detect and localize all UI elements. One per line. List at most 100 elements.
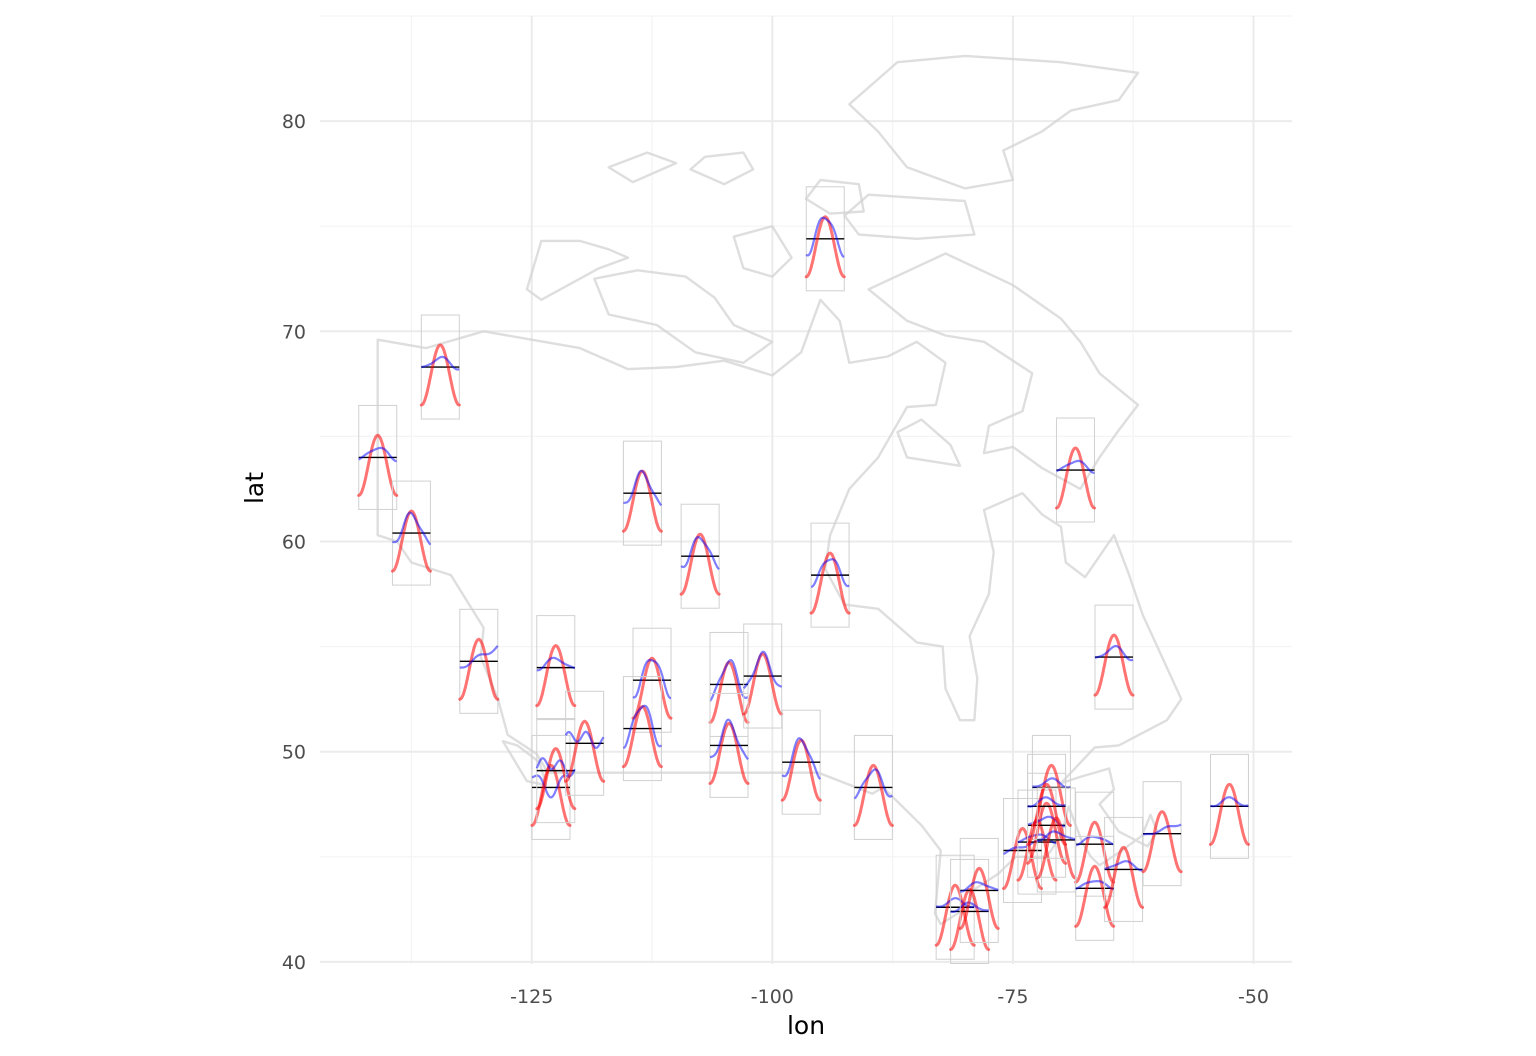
glyph-series-red xyxy=(564,719,606,783)
station-glyph xyxy=(535,615,577,721)
glyph-series-red xyxy=(1093,633,1135,697)
map-outline-polygon xyxy=(867,252,1140,491)
glyph-series-red xyxy=(631,656,673,720)
station-glyph xyxy=(1074,835,1116,941)
glyph-series-blue xyxy=(1142,823,1182,836)
map-outline-polygon xyxy=(525,239,630,301)
map-outline-polygon xyxy=(848,54,1140,190)
glyph-series-blue xyxy=(1094,644,1134,662)
glyph-series-red xyxy=(530,763,572,827)
map-outline-layer xyxy=(376,54,1183,926)
glyph-series-red xyxy=(679,532,721,596)
station-glyph xyxy=(852,734,894,840)
glyph-series-blue xyxy=(1032,777,1071,789)
y-tick-label: 70 xyxy=(282,321,306,343)
station-glyph xyxy=(1093,604,1135,710)
glyph-series-red xyxy=(958,866,1000,930)
glyph-series-blue xyxy=(1075,880,1114,891)
station-glyph xyxy=(1026,753,1068,859)
glyph-series-blue xyxy=(742,650,783,690)
station-glyph xyxy=(780,709,822,815)
map-outline-polygon xyxy=(689,151,755,186)
station-glyph xyxy=(1208,753,1250,859)
station-glyph xyxy=(419,314,461,420)
glyph-series-red xyxy=(390,509,432,573)
station-glyph xyxy=(621,440,663,546)
map-outline-polygon xyxy=(732,225,793,278)
map-outline-polygon xyxy=(804,178,865,215)
map-outline-polygon xyxy=(843,193,976,240)
glyph-series-red xyxy=(1141,810,1183,874)
glyph-series-blue xyxy=(536,656,576,672)
glyph-series-blue xyxy=(805,216,845,258)
glyph-series-red xyxy=(419,343,461,407)
glyph-series-blue xyxy=(392,511,432,546)
station-glyph xyxy=(564,690,606,796)
x-axis-title: lon xyxy=(787,1011,825,1040)
glyph-series-blue xyxy=(960,881,999,893)
glyph-series-blue xyxy=(564,730,605,750)
station-glyph xyxy=(804,186,846,292)
station-glyph xyxy=(357,404,399,510)
glyph-series-red xyxy=(1002,826,1043,890)
glyph-series-red xyxy=(1074,820,1116,884)
x-tick-label: -75 xyxy=(997,986,1028,1008)
glyph-series-blue xyxy=(1075,835,1115,847)
glyph-series-red xyxy=(1074,864,1116,928)
map-outline-polygon xyxy=(501,740,548,787)
station-glyph xyxy=(679,503,721,609)
map-outline-polygon xyxy=(607,151,678,184)
map-outline-polygon xyxy=(376,298,1183,926)
glyph-series-red xyxy=(1208,782,1250,846)
glyph-series-blue xyxy=(781,737,822,780)
glyph-series-red xyxy=(458,637,500,701)
y-tick-label: 50 xyxy=(282,742,306,764)
x-tick-label: -125 xyxy=(510,986,553,1008)
glyph-series-red xyxy=(852,763,894,827)
glyph-series-blue xyxy=(709,718,749,761)
glyph-series-red xyxy=(804,215,846,279)
axis-layer: -125 -100 -75 -50 40 50 60 70 80 xyxy=(282,111,1269,1008)
glyph-series-red xyxy=(1026,782,1068,846)
glyph-series-red xyxy=(535,746,577,811)
station-glyph xyxy=(708,692,750,798)
station-glyph xyxy=(809,522,851,628)
glyph-series-blue xyxy=(1056,459,1095,474)
grid-layer xyxy=(320,15,1292,964)
glyph-series-red xyxy=(934,883,976,947)
station-glyph xyxy=(535,718,577,824)
y-axis-title: lat xyxy=(240,472,269,504)
glyph-series-blue xyxy=(459,645,499,669)
y-tick-label: 40 xyxy=(282,952,306,974)
glyph-series-red xyxy=(708,721,750,785)
glyph-series-blue xyxy=(709,658,749,702)
glyph-series-red xyxy=(742,652,784,716)
glyph-series-red xyxy=(1026,801,1068,865)
y-tick-label: 80 xyxy=(282,111,306,133)
glyph-series-red xyxy=(1103,845,1145,909)
glyph-series-red xyxy=(357,433,399,497)
station-glyph xyxy=(390,480,432,586)
glyph-series-red xyxy=(535,643,577,708)
x-tick-label: -100 xyxy=(751,986,794,1008)
station-glyph xyxy=(621,676,663,782)
glyph-series-blue xyxy=(853,768,893,800)
glyph-series-blue xyxy=(632,658,671,700)
glyph-series-blue xyxy=(680,535,720,571)
station-glyph xyxy=(958,837,1000,943)
y-tick-label: 60 xyxy=(282,531,306,553)
glyph-series-red xyxy=(809,551,851,615)
glyph-series-red xyxy=(1055,446,1096,510)
station-glyph xyxy=(458,608,500,714)
glyph-series-blue xyxy=(358,446,397,463)
glyph-series-blue xyxy=(1104,860,1143,872)
glyph-series-blue xyxy=(1036,830,1076,842)
map-outline-polygon xyxy=(593,269,774,364)
glyph-layer xyxy=(357,186,1250,964)
glyph-series-blue xyxy=(1027,796,1066,808)
glyph-series-blue xyxy=(623,469,663,507)
station-glyph xyxy=(1103,816,1145,922)
glyph-series-blue xyxy=(421,355,460,371)
